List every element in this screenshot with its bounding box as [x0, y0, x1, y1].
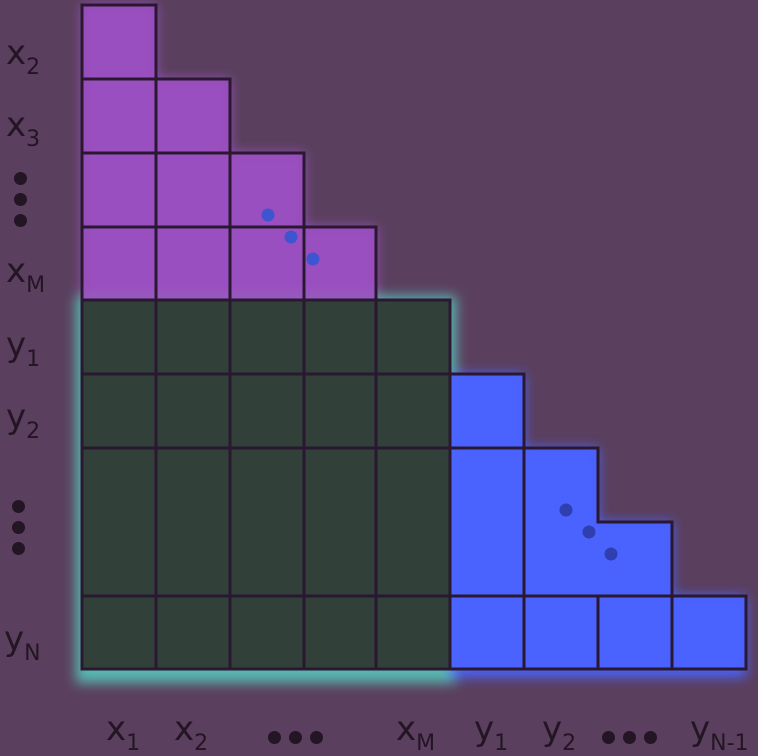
cell-yrow4-x1 — [82, 596, 156, 669]
row-label-vertical-ellipsis-x — [14, 172, 28, 235]
row-label-vertical-ellipsis-y — [12, 500, 26, 563]
cell-yrow2-x1 — [82, 374, 156, 448]
col-label-horizontal-ellipsis-y — [602, 729, 665, 744]
row-label-y2: y2 — [6, 397, 41, 444]
col-label-x2: x2 — [174, 709, 209, 756]
cell-yrow3-x-dots — [230, 448, 304, 596]
cell-yrow4-x-dots — [230, 596, 304, 669]
cell-yrow2-x-dots — [230, 374, 304, 448]
col-label-y1: y1 — [474, 709, 509, 756]
cell-xM-x2 — [156, 227, 230, 300]
row-label-xM: xM — [6, 251, 46, 298]
row-label-x3: x3 — [6, 105, 41, 152]
diagonal-ellipsis-dot-bottom — [559, 503, 573, 517]
cell-yy-6 — [450, 596, 524, 669]
diagonal-ellipsis-dot-top — [306, 252, 320, 266]
cell-yy-9 — [672, 596, 746, 669]
diagonal-ellipsis-dot-top — [261, 208, 275, 222]
cell-yrow1-x-dots — [230, 300, 304, 374]
cell-x2-x1 — [82, 5, 156, 79]
cell-yrow1-x2 — [156, 300, 230, 374]
col-label-xM: xM — [396, 709, 436, 756]
col-label-y2: y2 — [542, 709, 577, 756]
cell-yrow3-x2 — [156, 448, 230, 596]
col-label-horizontal-ellipsis-x — [268, 729, 331, 744]
cell-yrow4-xM — [304, 596, 376, 669]
cell-yy-8 — [598, 596, 672, 669]
cell-yrow2-y1 — [376, 374, 450, 448]
cell-yrow3-x1 — [82, 448, 156, 596]
row-label-yN: yN — [4, 619, 41, 666]
cell-yy-2 — [450, 448, 524, 596]
cell-yrow4-x2 — [156, 596, 230, 669]
col-label-yN-1: yN-1 — [690, 709, 749, 756]
cell-x-dots-x2 — [156, 153, 230, 227]
cell-yrow1-y1 — [376, 300, 450, 374]
cell-yrow1-xM — [304, 300, 376, 374]
cell-xM-x1 — [82, 227, 156, 300]
cell-x3-x1 — [82, 79, 156, 153]
row-label-y1: y1 — [6, 325, 41, 372]
diagonal-ellipsis-dot-bottom — [604, 547, 618, 561]
diagonal-ellipsis-dot-bottom — [582, 525, 596, 539]
cell-yrow2-xM — [304, 374, 376, 448]
row-label-x2: x2 — [6, 33, 41, 80]
cell-yy-7 — [524, 596, 598, 669]
col-label-x1: x1 — [106, 709, 141, 756]
cell-yrow1-x1 — [82, 300, 156, 374]
cell-x-dots-x1 — [82, 153, 156, 227]
cell-yrow4-y1 — [376, 596, 450, 669]
cell-x3-x2 — [156, 79, 230, 153]
cell-yy-1 — [450, 374, 524, 448]
cell-yrow3-y1 — [376, 448, 450, 596]
cell-yrow2-x2 — [156, 374, 230, 448]
diagonal-ellipsis-dot-top — [284, 230, 298, 244]
cell-yrow3-xM — [304, 448, 376, 596]
